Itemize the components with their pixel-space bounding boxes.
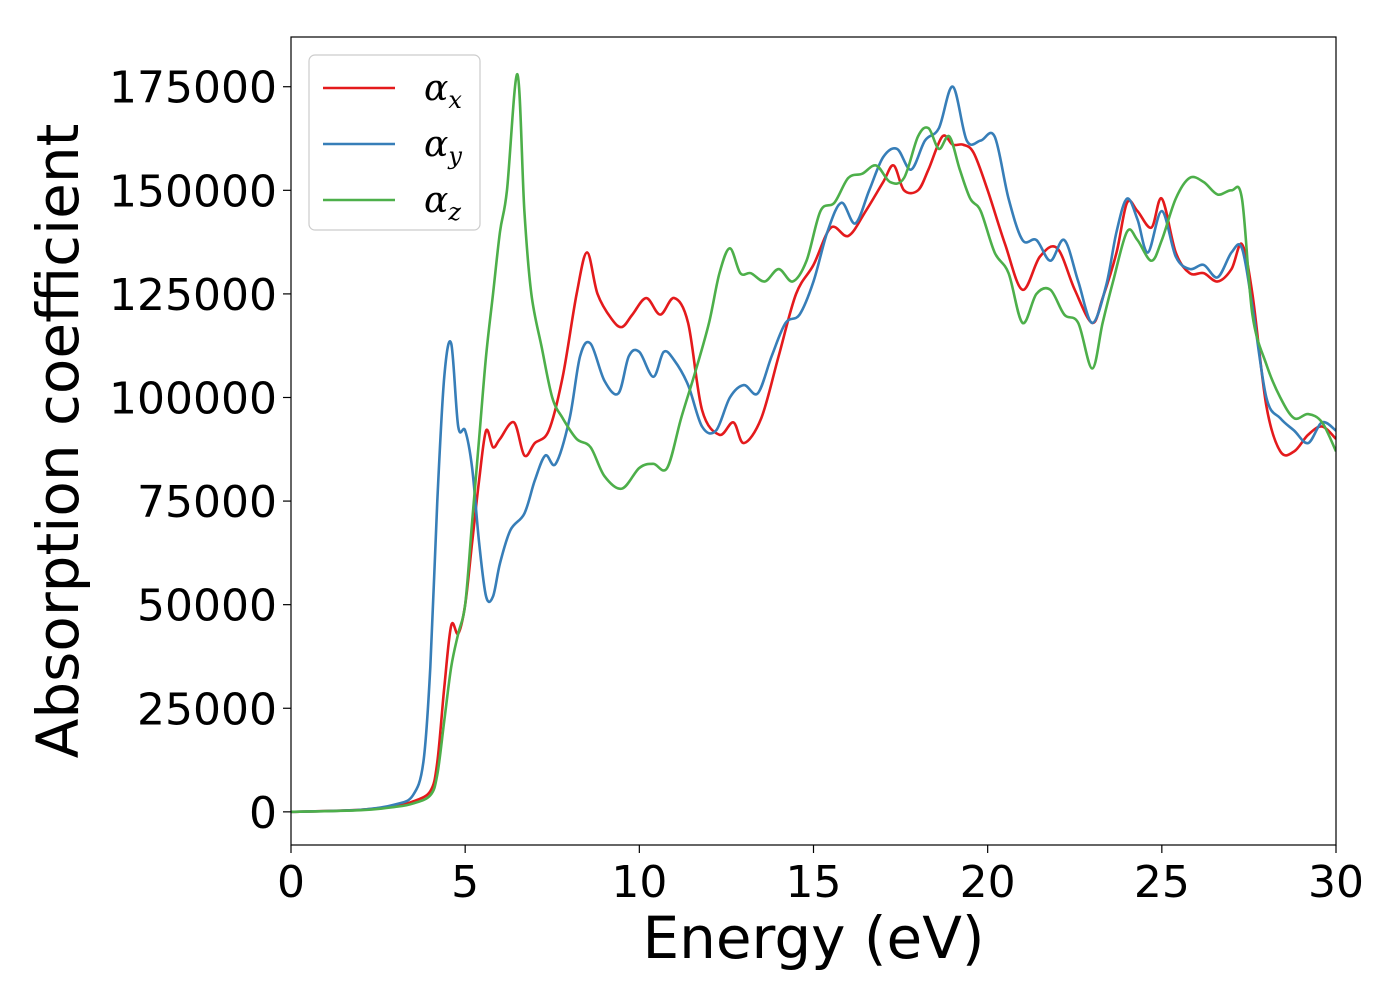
y-axis: 0 25000 50000 75000 100000 125000 150000 175000 [109, 63, 291, 839]
legend-label: αy [424, 124, 462, 170]
x-tick-label: 20 [960, 857, 1016, 908]
x-tick-label: 5 [451, 857, 479, 908]
legend-label-subscript: x [448, 86, 462, 114]
series-line-y [291, 85, 1336, 814]
x-tick-label: 15 [786, 857, 842, 908]
legend-label-subscript: y [447, 142, 462, 170]
series-line-z [291, 72, 1336, 814]
legend-label: αx [424, 68, 462, 114]
y-axis-title: Absorption coefficient [24, 124, 92, 759]
x-tick-label: 0 [277, 857, 305, 908]
legend-label-symbol: α [424, 180, 448, 221]
y-tick-label: 100000 [109, 373, 277, 424]
series-layer [291, 72, 1336, 814]
x-tick-label: 25 [1134, 857, 1190, 908]
legend-label-symbol: α [424, 68, 448, 109]
legend-label-subscript: z [447, 198, 461, 226]
y-tick-label: 25000 [137, 684, 277, 735]
legend-label-symbol: α [424, 124, 448, 165]
x-tick-label: 10 [611, 857, 667, 908]
x-axis-title: Energy (eV) [642, 904, 984, 972]
y-tick-label: 175000 [109, 63, 277, 114]
y-tick-label: 150000 [109, 166, 277, 217]
series-line-x [291, 134, 1336, 814]
x-tick-label: 30 [1308, 857, 1364, 908]
y-tick-label: 0 [249, 788, 277, 839]
legend-entry-x: αx [323, 68, 462, 114]
legend-entry-y: αy [323, 124, 462, 170]
y-tick-label: 75000 [137, 477, 277, 528]
legend-entry-z: αz [323, 180, 461, 226]
legend-label: αz [424, 180, 461, 226]
legend-box [308, 54, 481, 231]
y-tick-label: 50000 [137, 581, 277, 632]
x-axis: 0 5 10 15 20 25 30 [277, 845, 1364, 908]
y-tick-label: 125000 [109, 270, 277, 321]
